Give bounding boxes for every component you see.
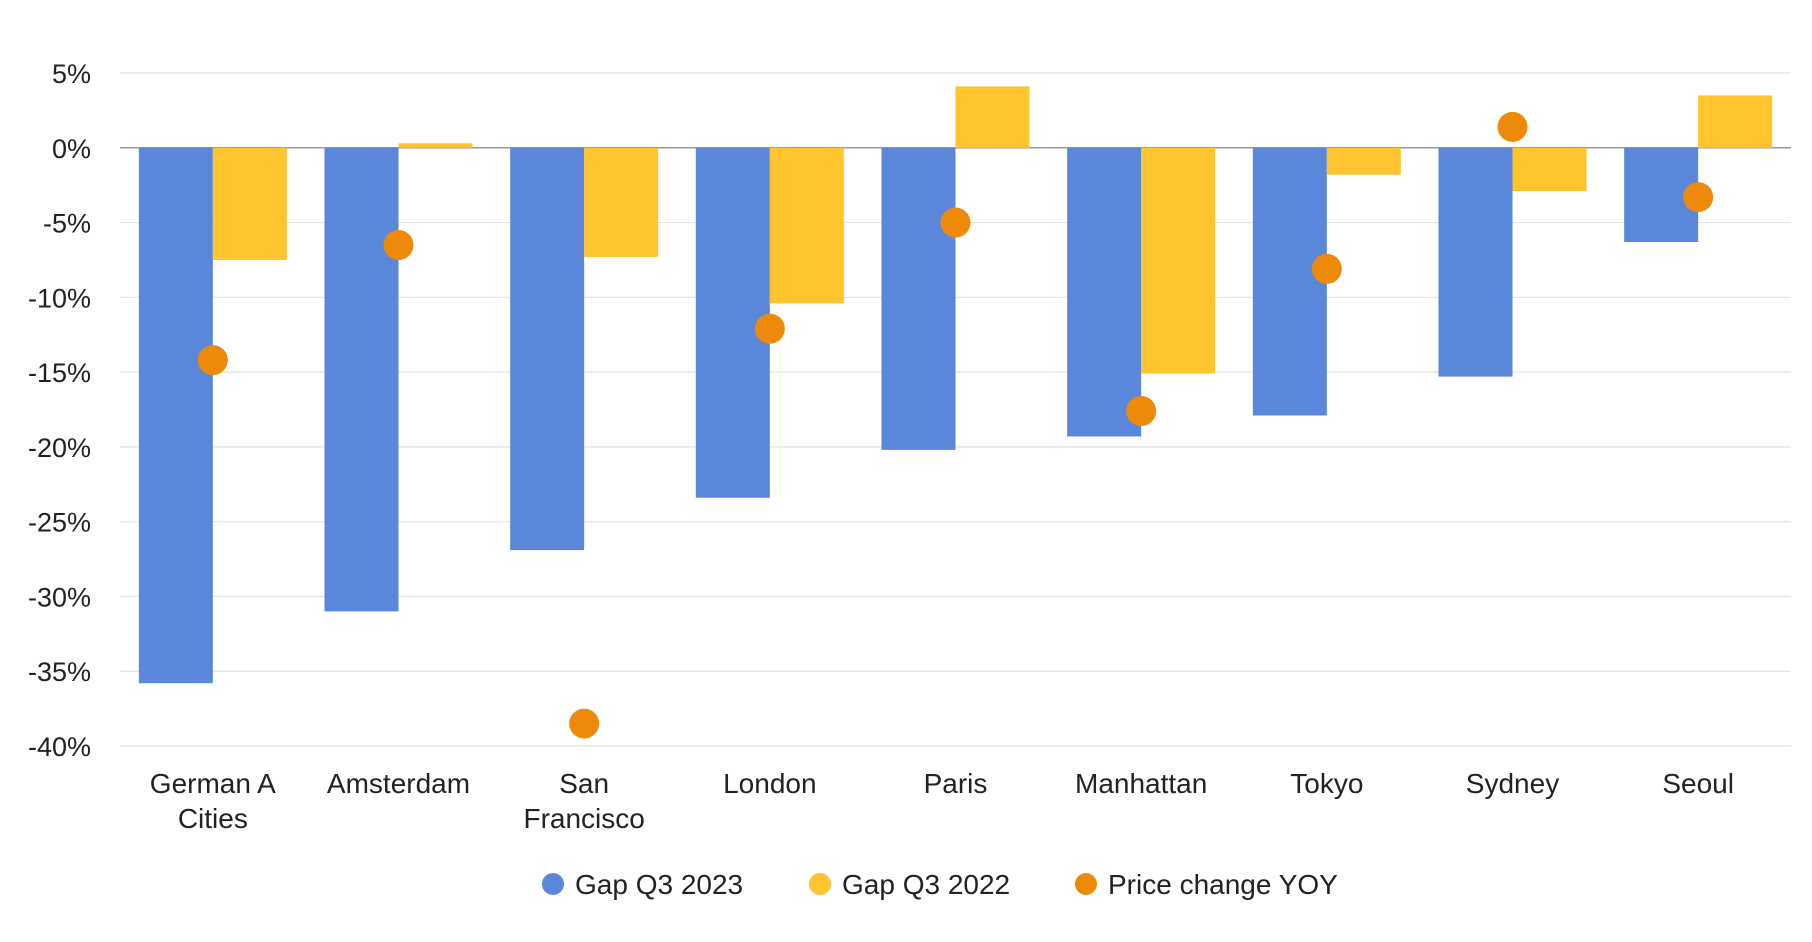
x-tick-label: Manhattan bbox=[1075, 768, 1207, 799]
y-tick-label: -5% bbox=[43, 209, 91, 239]
x-tick-label: Sydney bbox=[1466, 768, 1559, 799]
bar-gap-q3-2022 bbox=[398, 143, 473, 148]
y-tick-label: -40% bbox=[28, 732, 91, 762]
x-tick-label: German A bbox=[150, 768, 276, 799]
bar-gap-q3-2022 bbox=[1141, 147, 1216, 374]
point-price-change-yoy bbox=[940, 207, 971, 238]
bar-gap-q3-2022 bbox=[769, 147, 844, 304]
legend-marker-icon bbox=[809, 873, 831, 895]
legend-label: Price change YOY bbox=[1108, 869, 1338, 900]
x-tick-label: Francisco bbox=[523, 803, 644, 834]
y-tick-label: -20% bbox=[28, 433, 91, 463]
bar-gap-q3-2022 bbox=[955, 86, 1030, 148]
bar-gap-q3-2023 bbox=[1252, 147, 1327, 416]
x-tick-label: Cities bbox=[178, 803, 248, 834]
y-tick-label: 0% bbox=[52, 134, 91, 164]
x-tick-label: Seoul bbox=[1662, 768, 1734, 799]
y-tick-label: -35% bbox=[28, 657, 91, 687]
point-price-change-yoy bbox=[1311, 253, 1342, 284]
bar-gap-q3-2023 bbox=[510, 147, 585, 551]
bar-gap-q3-2022 bbox=[1326, 147, 1401, 175]
x-tick-label: Amsterdam bbox=[327, 768, 470, 799]
bar-gap-q3-2022 bbox=[212, 147, 287, 260]
bar-gap-q3-2023 bbox=[1438, 147, 1513, 377]
legend-label: Gap Q3 2022 bbox=[842, 869, 1010, 900]
y-tick-label: -15% bbox=[28, 358, 91, 388]
point-price-change-yoy bbox=[569, 708, 600, 739]
legend-marker-icon bbox=[1075, 873, 1097, 895]
y-tick-label: -25% bbox=[28, 508, 91, 538]
bar-gap-q3-2022 bbox=[584, 147, 659, 257]
x-tick-label: Tokyo bbox=[1290, 768, 1363, 799]
x-tick-label: London bbox=[723, 768, 816, 799]
legend-marker-icon bbox=[542, 873, 564, 895]
y-tick-label: -30% bbox=[28, 582, 91, 612]
point-price-change-yoy bbox=[754, 313, 785, 344]
point-price-change-yoy bbox=[1497, 111, 1528, 142]
bar-gap-q3-2023 bbox=[138, 147, 213, 684]
bar-gap-q3-2023 bbox=[881, 147, 956, 450]
bar-gap-q3-2023 bbox=[1067, 147, 1142, 437]
point-price-change-yoy bbox=[1683, 182, 1714, 213]
y-tick-label: 5% bbox=[52, 59, 91, 89]
bar-gap-q3-2023 bbox=[324, 147, 399, 612]
x-tick-label: Paris bbox=[924, 768, 988, 799]
bar-gap-q3-2022 bbox=[1512, 147, 1587, 192]
y-tick-label: -10% bbox=[28, 283, 91, 313]
bar-gap-q3-2022 bbox=[1698, 95, 1773, 148]
legend-label: Gap Q3 2023 bbox=[575, 869, 743, 900]
point-price-change-yoy bbox=[197, 345, 228, 376]
point-price-change-yoy bbox=[383, 229, 414, 260]
x-tick-label: San bbox=[559, 768, 609, 799]
point-price-change-yoy bbox=[1126, 395, 1157, 426]
